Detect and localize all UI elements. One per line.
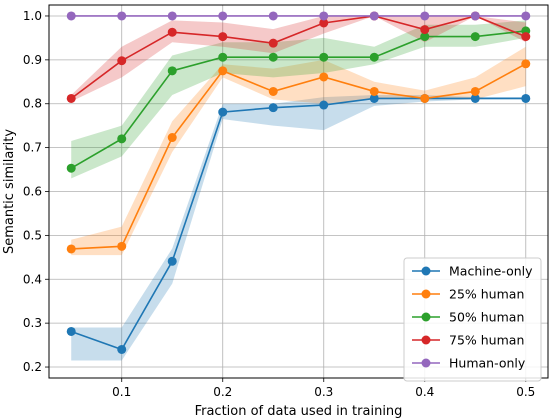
y-tick-label: 0.3 (23, 316, 42, 330)
x-tick-label: 0.5 (516, 385, 535, 399)
axis-ticks: 0.1 0.2 0.3 0.4 0.5 0.2 0.3 0.4 0.5 0.6 0.7 0.8 0.9 1… (23, 9, 535, 399)
data-point-1 (66, 244, 76, 254)
data-point-3 (167, 27, 177, 37)
data-point-4 (268, 11, 278, 21)
data-point-1 (218, 66, 228, 76)
data-point-0 (470, 93, 480, 103)
data-point-1 (369, 86, 379, 96)
legend-label-1: 25% human (449, 287, 524, 302)
y-tick-label: 0.9 (23, 53, 42, 67)
legend-label-3: 75% human (449, 333, 524, 348)
data-point-0 (521, 93, 531, 103)
data-point-0 (319, 100, 329, 110)
data-point-0 (369, 93, 379, 103)
data-point-1 (470, 86, 480, 96)
series-lines (70, 15, 527, 351)
data-point-4 (167, 11, 177, 21)
data-point-4 (218, 11, 228, 21)
data-point-3 (66, 93, 76, 103)
series-line-1 (71, 63, 527, 250)
y-tick-label: 1.0 (23, 9, 42, 23)
y-tick-label: 0.6 (23, 185, 42, 199)
data-point-4 (117, 11, 127, 21)
data-point-1 (319, 72, 329, 82)
legend-marker-4 (421, 358, 431, 368)
data-point-2 (420, 32, 430, 42)
x-tick-label: 0.4 (415, 385, 434, 399)
data-point-1 (167, 133, 177, 143)
legend-marker-3 (421, 335, 431, 345)
data-point-2 (167, 66, 177, 76)
data-point-0 (167, 256, 177, 266)
y-tick-label: 0.7 (23, 141, 42, 155)
y-tick-label: 0.5 (23, 228, 42, 242)
series-line-0 (70, 97, 526, 351)
legend-label-0: Machine-only (449, 264, 533, 279)
data-point-0 (218, 107, 228, 117)
data-point-3 (319, 18, 329, 28)
data-point-4 (319, 11, 329, 21)
data-point-3 (268, 38, 278, 48)
data-point-2 (66, 163, 76, 173)
x-tick-label: 0.1 (112, 385, 131, 399)
data-point-0 (66, 326, 76, 336)
data-point-0 (117, 344, 127, 354)
y-tick-label: 0.2 (23, 360, 42, 374)
legend-marker-1 (421, 289, 431, 299)
data-point-3 (420, 25, 430, 35)
x-tick-label: 0.3 (314, 385, 333, 399)
data-point-4 (66, 11, 76, 21)
legend-label-2: 50% human (449, 310, 524, 325)
series-markers (66, 11, 531, 354)
band-2 (71, 20, 526, 179)
x-tick-label: 0.2 (213, 385, 232, 399)
data-point-4 (521, 11, 531, 21)
data-point-2 (218, 52, 228, 62)
legend: Machine-only 25% human 50% human 75% human H… (403, 257, 542, 382)
data-point-2 (319, 52, 329, 62)
data-point-0 (268, 103, 278, 113)
legend-label-4: Human-only (449, 356, 526, 371)
band-0 (71, 94, 526, 361)
y-tick-label: 0.4 (23, 272, 42, 286)
series-line-2 (70, 30, 526, 169)
legend-marker-2 (421, 312, 431, 322)
data-point-3 (521, 32, 531, 42)
legend-marker-0 (421, 266, 431, 276)
x-axis-label: Fraction of data used in training (195, 404, 403, 419)
data-point-4 (470, 11, 480, 21)
y-tick-label: 0.8 (23, 97, 42, 111)
data-point-2 (268, 52, 278, 62)
data-point-4 (420, 11, 430, 21)
band-3 (71, 15, 526, 102)
series-line-3 (70, 15, 527, 100)
data-point-1 (521, 59, 531, 69)
data-point-3 (117, 56, 127, 66)
data-point-2 (369, 52, 379, 62)
y-axis-label: Semantic similarity (2, 129, 17, 254)
data-point-1 (420, 93, 430, 103)
data-point-2 (117, 134, 127, 144)
data-point-1 (117, 241, 127, 251)
data-point-2 (470, 32, 480, 42)
band-1 (71, 46, 526, 256)
data-point-3 (218, 32, 228, 42)
data-point-1 (268, 86, 278, 96)
legend-box (403, 257, 542, 382)
data-point-4 (369, 11, 379, 21)
